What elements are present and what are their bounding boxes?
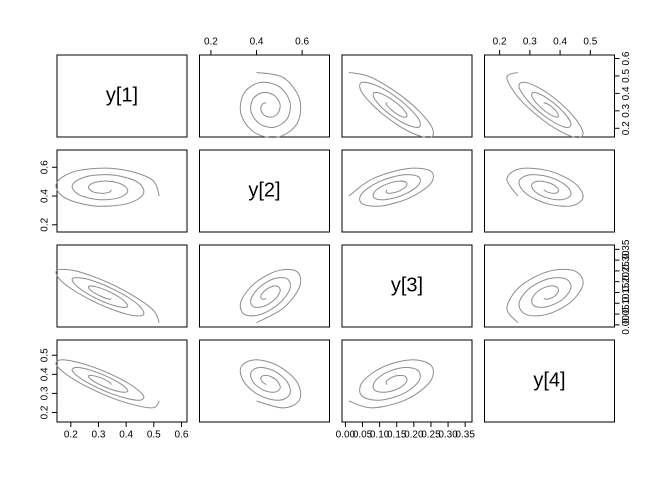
y-tick-label: 0.15 [621, 282, 632, 302]
x-tick-label: 0.3 [92, 430, 106, 441]
y-tick-label: 0.4 [40, 189, 51, 203]
panel [484, 244, 615, 328]
y-tick-label: 0.00 [621, 315, 632, 335]
y-tick-label: 0.4 [621, 86, 632, 100]
panel [199, 54, 330, 138]
x-tick-label: 0.5 [583, 37, 597, 48]
y-tick-label: 0.6 [40, 160, 51, 174]
y-tick-label: 0.3 [40, 386, 51, 400]
x-tick-label: 0.4 [119, 430, 133, 441]
panel [341, 244, 473, 328]
x-tick-label: 0.3 [523, 37, 537, 48]
trajectory [55, 167, 160, 207]
x-tick-label: 0.05 [353, 430, 373, 441]
trajectory [55, 268, 160, 323]
panel [199, 339, 330, 423]
y-tick-label: 0.6 [621, 51, 632, 65]
trajectory [55, 359, 160, 409]
trajectory [506, 167, 584, 207]
panel [484, 339, 615, 423]
x-tick-label: 0.2 [64, 430, 78, 441]
y-tick-label: 0.2 [40, 405, 51, 419]
x-tick-label: 0.5 [147, 430, 161, 441]
x-tick-label: 0.30 [438, 430, 458, 441]
panel [199, 149, 330, 233]
y-tick-label: 0.4 [40, 367, 51, 381]
panel [484, 54, 615, 138]
x-tick-label: 0.20 [404, 430, 424, 441]
y-tick-label: 0.25 [621, 261, 632, 281]
y-tick-label: 0.5 [621, 69, 632, 83]
y-tick-label: 0.05 [621, 304, 632, 324]
y-tick-label: 0.30 [621, 250, 632, 270]
y-tick-label: 0.35 [621, 239, 632, 259]
trajectory [348, 167, 434, 207]
x-tick-label: 0.6 [175, 430, 189, 441]
x-tick-label: 0.4 [553, 37, 567, 48]
y-tick-label: 0.2 [40, 217, 51, 231]
x-tick-label: 0.25 [421, 430, 441, 441]
panel [56, 149, 188, 233]
panel [341, 339, 473, 423]
panel [341, 149, 473, 233]
x-tick-label: 0.2 [204, 37, 218, 48]
y-tick-label: 0.5 [40, 348, 51, 362]
y-tick-label: 0.2 [621, 121, 632, 135]
x-tick-label: 0.35 [455, 430, 475, 441]
y-tick-label: 0.20 [621, 272, 632, 292]
panel [199, 244, 330, 328]
trajectory [239, 359, 302, 409]
variable-label: y[2] [248, 179, 280, 201]
panel [56, 339, 188, 423]
y-tick-label: 0.3 [621, 103, 632, 117]
x-tick-label: 0.4 [250, 37, 264, 48]
x-tick-label: 0.10 [370, 430, 390, 441]
trajectory [348, 359, 434, 409]
panel [341, 54, 473, 138]
trajectory [506, 71, 584, 139]
y-tick-label: 0.10 [621, 293, 632, 313]
x-tick-label: 0.00 [336, 430, 356, 441]
x-tick-label: 0.2 [493, 37, 507, 48]
variable-label: y[1] [106, 84, 138, 106]
panel [484, 149, 615, 233]
trajectory [506, 268, 584, 324]
variable-label: y[3] [391, 274, 423, 296]
panel [56, 54, 188, 138]
trajectory [348, 71, 434, 139]
panel [56, 244, 188, 328]
trajectory [239, 268, 302, 324]
x-tick-label: 0.6 [295, 37, 309, 48]
x-tick-label: 0.15 [387, 430, 407, 441]
variable-label: y[4] [533, 369, 565, 391]
trajectory [239, 71, 302, 139]
